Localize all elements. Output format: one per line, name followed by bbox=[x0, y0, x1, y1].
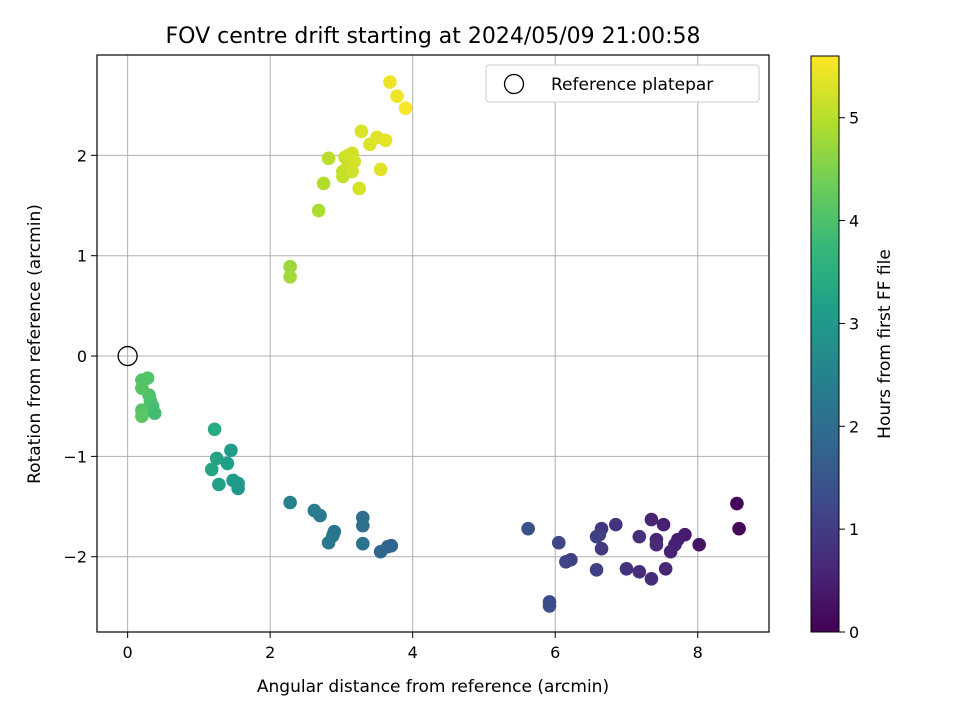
x-axis-label: Angular distance from reference (arcmin) bbox=[257, 677, 609, 697]
y-tick-label: 0 bbox=[77, 347, 87, 366]
x-tick-label: 2 bbox=[265, 643, 275, 662]
data-point bbox=[220, 456, 235, 471]
x-tick-label: 4 bbox=[408, 643, 418, 662]
x-tick-label: 6 bbox=[550, 643, 560, 662]
data-point bbox=[551, 535, 566, 550]
colorbar-tick-label: 5 bbox=[849, 109, 859, 128]
colorbar: 0 1 2 3 4 5 Hours from first FF file bbox=[810, 55, 895, 642]
colorbar-tick-label: 0 bbox=[849, 623, 859, 642]
data-point bbox=[692, 537, 706, 552]
legend-box bbox=[485, 64, 760, 103]
colorbar-gradient bbox=[810, 55, 840, 633]
y-axis-label: Rotation from reference (arcmin) bbox=[25, 204, 45, 484]
data-point bbox=[656, 517, 671, 532]
data-point bbox=[644, 572, 659, 586]
data-point bbox=[658, 561, 673, 576]
legend-label: Reference platepar bbox=[551, 75, 713, 95]
data-point bbox=[207, 422, 222, 437]
data-point bbox=[226, 473, 240, 488]
plot-area bbox=[96, 54, 770, 633]
plot-frame bbox=[96, 54, 770, 633]
scatter-points bbox=[135, 75, 746, 613]
data-point bbox=[224, 443, 238, 458]
data-point bbox=[283, 269, 297, 284]
data-point bbox=[398, 101, 413, 115]
data-point bbox=[209, 451, 224, 466]
data-point bbox=[321, 151, 336, 166]
data-point bbox=[632, 529, 647, 544]
data-point bbox=[663, 544, 678, 559]
y-tick-label: 2 bbox=[77, 146, 87, 165]
data-point bbox=[283, 495, 297, 510]
data-point bbox=[649, 537, 664, 552]
data-point bbox=[390, 89, 404, 103]
chart-title: FOV centre drift starting at 2024/05/09 … bbox=[166, 24, 701, 49]
legend-marker bbox=[503, 73, 525, 95]
data-point bbox=[383, 75, 397, 89]
data-point bbox=[135, 381, 149, 395]
data-point bbox=[316, 176, 331, 191]
data-point bbox=[619, 561, 634, 576]
data-point bbox=[589, 562, 604, 577]
data-point bbox=[732, 521, 746, 536]
data-point bbox=[212, 477, 226, 492]
data-point bbox=[632, 564, 647, 579]
data-point bbox=[378, 133, 393, 148]
data-point bbox=[594, 541, 609, 556]
reference-marker bbox=[117, 345, 138, 367]
data-point bbox=[521, 521, 535, 536]
colorbar-tick-label: 2 bbox=[849, 417, 859, 436]
data-point bbox=[135, 409, 149, 424]
data-point bbox=[352, 181, 367, 196]
colorbar-tick-label: 3 bbox=[849, 314, 859, 333]
data-point bbox=[559, 554, 573, 569]
x-tick-label: 0 bbox=[123, 643, 133, 662]
data-point bbox=[354, 124, 369, 139]
colorbar-ticks: 0 1 2 3 4 5 bbox=[839, 109, 859, 642]
data-point bbox=[373, 162, 388, 177]
data-point bbox=[347, 154, 362, 169]
grid bbox=[97, 55, 769, 632]
data-point bbox=[311, 203, 326, 218]
y-axis-ticks: −2 −1 0 1 2 bbox=[63, 146, 97, 567]
y-tick-label: −1 bbox=[63, 447, 87, 466]
y-tick-label: −2 bbox=[63, 548, 87, 567]
data-point bbox=[373, 544, 388, 559]
colorbar-tick-label: 1 bbox=[849, 520, 859, 539]
x-tick-label: 8 bbox=[693, 643, 703, 662]
legend: Reference platepar bbox=[485, 64, 760, 103]
x-axis-ticks: 0 2 4 6 8 bbox=[123, 632, 703, 662]
data-point bbox=[356, 518, 370, 533]
data-point bbox=[644, 512, 659, 527]
reference-platepar-marker bbox=[117, 345, 138, 367]
data-point bbox=[204, 462, 219, 477]
data-point bbox=[608, 517, 623, 532]
data-point bbox=[356, 536, 370, 551]
colorbar-label: Hours from first FF file bbox=[875, 249, 895, 439]
y-tick-label: 1 bbox=[77, 247, 87, 266]
data-point bbox=[307, 503, 322, 518]
data-point bbox=[589, 529, 604, 544]
data-point bbox=[730, 496, 744, 511]
colorbar-tick-label: 4 bbox=[849, 212, 859, 231]
data-point bbox=[321, 535, 336, 550]
data-point bbox=[283, 259, 297, 274]
data-point bbox=[542, 599, 557, 613]
